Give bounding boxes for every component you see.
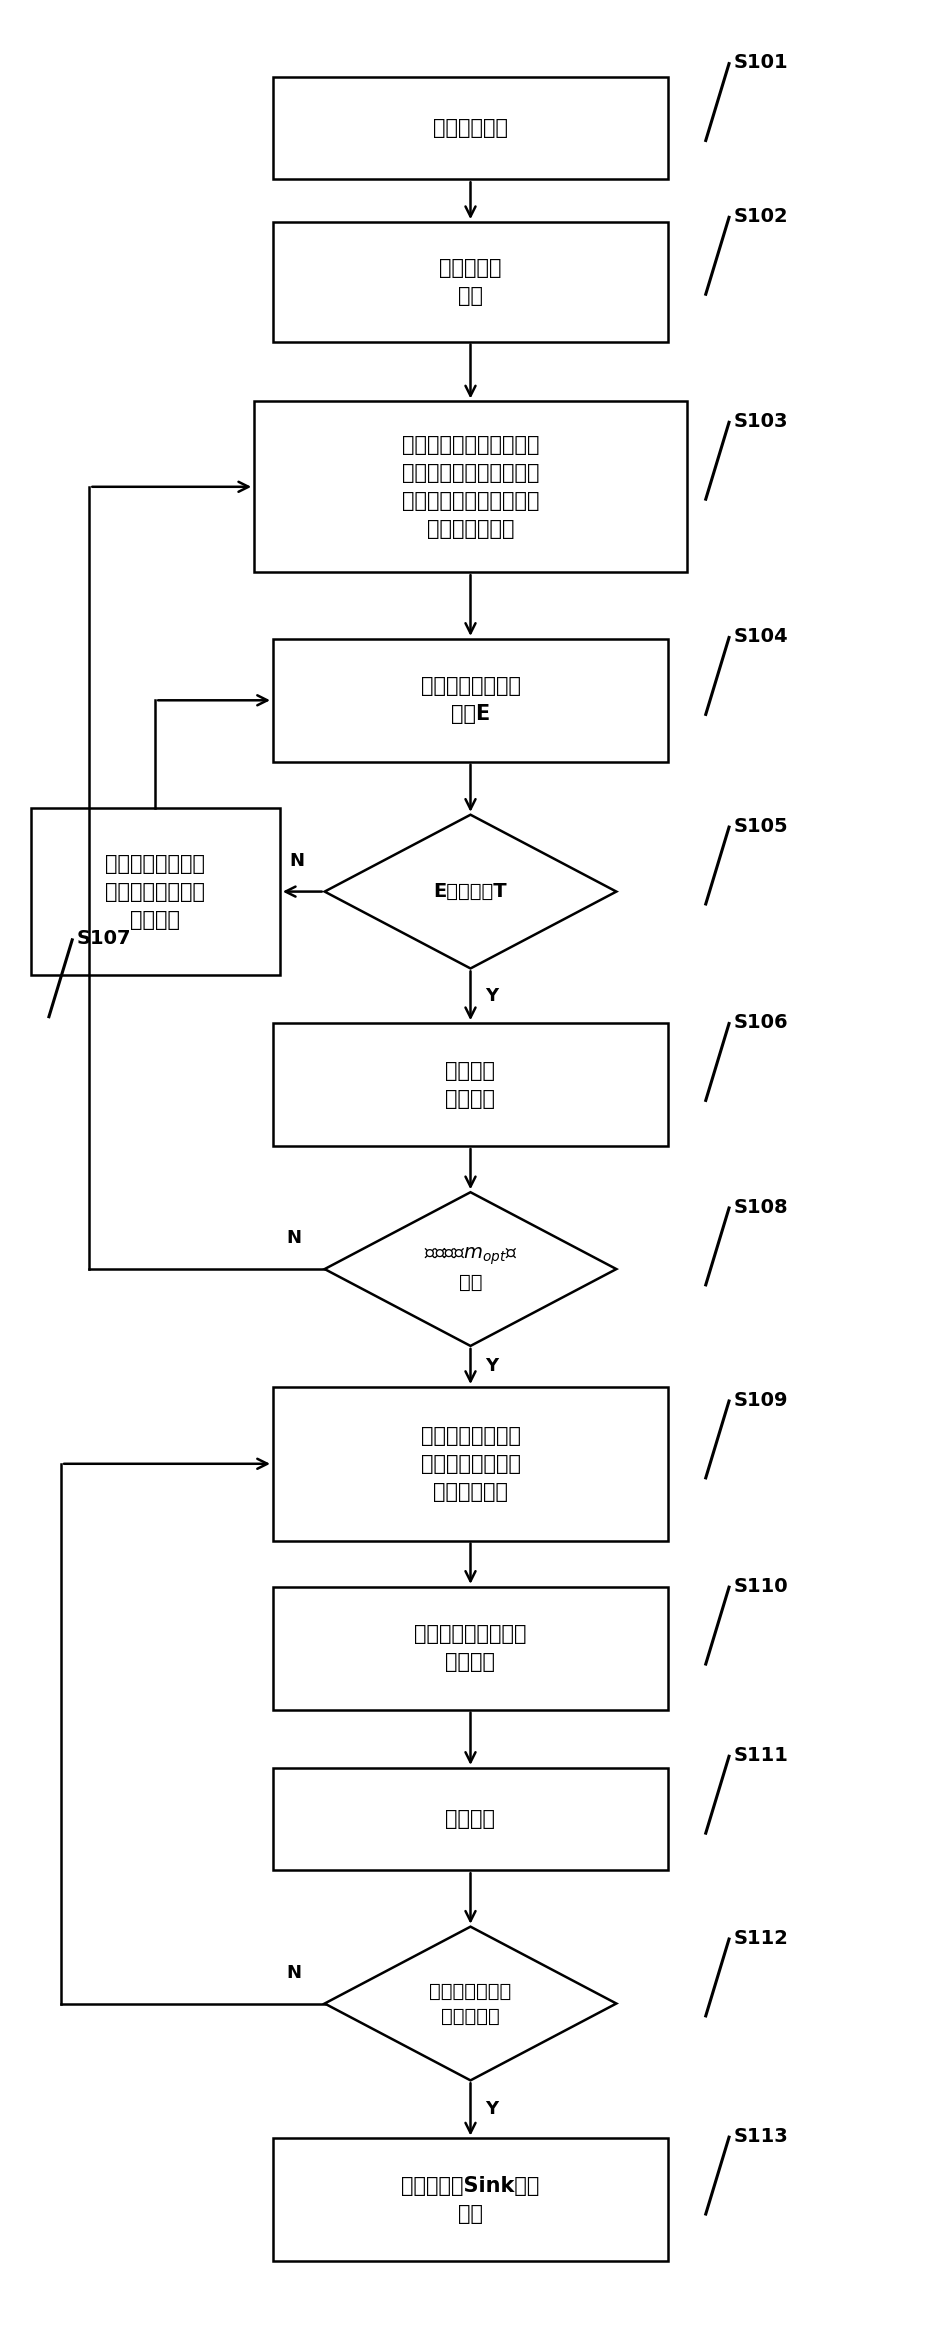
Text: N: N (289, 852, 304, 870)
Bar (273, 1767, 668, 1870)
Text: S101: S101 (734, 54, 789, 73)
Bar (254, 402, 687, 573)
Text: S102: S102 (734, 206, 789, 227)
Text: E大于阈値T: E大于阈値T (434, 882, 507, 901)
Polygon shape (325, 814, 616, 969)
Bar (273, 222, 668, 342)
Bar (273, 77, 668, 180)
Text: S106: S106 (734, 1013, 789, 1032)
Text: 是否为第$m_{opt}$个
簇头: 是否为第$m_{opt}$个 簇头 (423, 1245, 518, 1292)
Text: S111: S111 (734, 1746, 789, 1764)
Text: S113: S113 (734, 2127, 789, 2146)
Text: 确定当前节点应加入
哪个簇头: 确定当前节点应加入 哪个簇头 (414, 1624, 527, 1673)
Bar (30, 807, 280, 976)
Text: 当前节点
选为簇头: 当前节点 选为簇头 (445, 1060, 496, 1109)
Text: 随机选一个未选择过的初
始点为当前初始点，将距
离它最近的非簇头节点标
记为当前节点。: 随机选一个未选择过的初 始点为当前初始点，将距 离它最近的非簇头节点标 记为当前… (402, 435, 539, 538)
Bar (273, 1587, 668, 1711)
Text: 所有节点与Sink节点
通信: 所有节点与Sink节点 通信 (401, 2176, 540, 2223)
Text: 下个一距离当前初
始点最近的节点为
当前节点: 下个一距离当前初 始点最近的节点为 当前节点 (105, 854, 205, 929)
Text: S110: S110 (734, 1577, 789, 1596)
Text: 更新簇头: 更新簇头 (445, 1809, 496, 1830)
Text: 随机选取尚未加入
任何簇的非簇头节
点为当前节点: 随机选取尚未加入 任何簇的非簇头节 点为当前节点 (421, 1425, 520, 1502)
Text: Y: Y (485, 1357, 498, 1376)
Text: Y: Y (485, 2101, 498, 2118)
Text: S104: S104 (734, 627, 789, 646)
Polygon shape (325, 1191, 616, 1345)
Bar (273, 1388, 668, 1540)
Text: 检测当前节点的能
量値E: 检测当前节点的能 量値E (421, 676, 520, 725)
Text: S105: S105 (734, 817, 789, 835)
Text: 确定初始点
位置: 确定初始点 位置 (439, 257, 502, 307)
Text: S109: S109 (734, 1390, 789, 1409)
Text: N: N (286, 1963, 301, 1982)
Bar (273, 1023, 668, 1147)
Bar (273, 639, 668, 763)
Text: S108: S108 (734, 1198, 789, 1217)
Text: 确定簇头数目: 确定簇头数目 (433, 117, 508, 138)
Text: S103: S103 (734, 412, 789, 431)
Text: S107: S107 (77, 929, 132, 948)
Text: S112: S112 (734, 1928, 789, 1947)
Text: N: N (286, 1228, 301, 1247)
Bar (273, 2139, 668, 2260)
Polygon shape (325, 1926, 616, 2080)
Text: Y: Y (485, 987, 498, 1004)
Text: 是否为最后一个
非簇头节点: 是否为最后一个 非簇头节点 (429, 1982, 512, 2026)
